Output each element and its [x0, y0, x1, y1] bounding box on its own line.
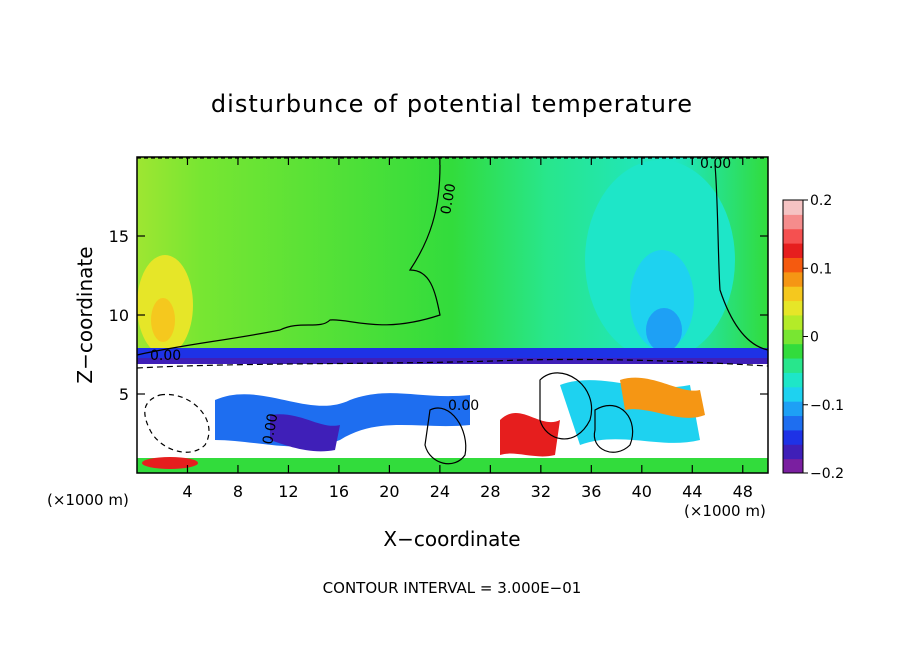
cool-column-core — [646, 308, 682, 352]
contour-line — [144, 393, 210, 453]
colorbar-segment — [783, 429, 803, 445]
contour-label: 0.00 — [448, 398, 479, 414]
chart-title: disturbunce of potential temperature — [211, 90, 693, 118]
contour-labels: 0.00 0.00 0.00 0.00 0.00 — [150, 156, 731, 446]
colorbar-tick-label: 0.1 — [810, 261, 832, 277]
colorbar-segment — [783, 228, 803, 244]
x-tick-label: 40 — [632, 482, 652, 501]
colorbar-segment — [783, 286, 803, 302]
colorbar-segment — [783, 415, 803, 431]
contour-line — [714, 164, 768, 351]
y-ticks: 5 10 15 — [109, 227, 768, 404]
x-tick-label: 12 — [278, 482, 298, 501]
contour-label: 0.00 — [260, 412, 281, 445]
x-ticks: 4 8 12 16 20 24 28 32 36 40 44 48 — [182, 157, 753, 501]
colorbar-ticks: 0.2 0.1 0 −0.1 −0.2 — [803, 193, 844, 482]
colorbar-tick-label: −0.1 — [810, 398, 844, 414]
colorbar-segment — [783, 314, 803, 330]
surface-warm-spot — [142, 457, 198, 469]
colorbar-segment — [783, 329, 803, 345]
surface-layer-green — [137, 458, 768, 473]
colorbar-segment — [783, 401, 803, 417]
x-tick-label: 24 — [430, 482, 450, 501]
x-tick-label: 32 — [531, 482, 551, 501]
y-tick-label: 5 — [119, 385, 129, 404]
colorbar-tick-label: 0 — [810, 330, 819, 346]
turbulent-eddy-orange — [620, 377, 705, 418]
contour-line — [137, 164, 441, 356]
colorbar-segment — [783, 372, 803, 388]
y-axis-label: Z−coordinate — [73, 246, 97, 383]
colorbar-segment — [783, 444, 803, 460]
heatmap-field — [137, 157, 768, 473]
colorbar — [783, 200, 803, 474]
contour-lines — [137, 157, 768, 465]
contour-interval-note: CONTOUR INTERVAL = 3.000E−01 — [323, 579, 582, 597]
colorbar-segment — [783, 271, 803, 287]
colorbar-segment — [783, 214, 803, 230]
colorbar-segment — [783, 386, 803, 402]
contour-line — [593, 404, 634, 453]
contour-label: 0.00 — [150, 348, 181, 364]
y-tick-label: 10 — [109, 306, 129, 325]
contour-line — [424, 407, 467, 465]
x-tick-label: 44 — [682, 482, 702, 501]
contour-line — [137, 358, 768, 369]
x-tick-label: 4 — [182, 482, 192, 501]
x-tick-label: 48 — [733, 482, 753, 501]
colorbar-segment — [783, 358, 803, 373]
x-unit-label-right: (×1000 m) — [684, 502, 766, 520]
y-tick-label: 15 — [109, 227, 129, 246]
x-tick-label: 8 — [233, 482, 243, 501]
contour-label: 0.00 — [700, 156, 731, 172]
turbulent-eddy-red — [500, 412, 560, 457]
colorbar-segment — [783, 343, 803, 359]
x-tick-label: 16 — [329, 482, 349, 501]
x-unit-label-left: (×1000 m) — [47, 491, 129, 509]
colorbar-segment — [783, 243, 803, 258]
colorbar-tick-label: 0.2 — [810, 193, 832, 209]
colorbar-tick-label: −0.2 — [810, 466, 844, 482]
inversion-band-edge — [137, 358, 768, 364]
colorbar-segment — [783, 458, 803, 474]
x-axis-label: X−coordinate — [383, 527, 520, 551]
x-tick-label: 28 — [480, 482, 500, 501]
colorbar-segment — [783, 300, 803, 316]
x-tick-label: 36 — [581, 482, 601, 501]
colorbar-segment — [783, 257, 803, 273]
colorbar-segment — [783, 200, 803, 215]
contour-label: 0.00 — [438, 182, 459, 215]
x-tick-label: 20 — [379, 482, 399, 501]
warm-anomaly-core — [151, 298, 175, 342]
contour-line — [539, 372, 593, 440]
turbulent-eddy-purple — [270, 414, 340, 452]
